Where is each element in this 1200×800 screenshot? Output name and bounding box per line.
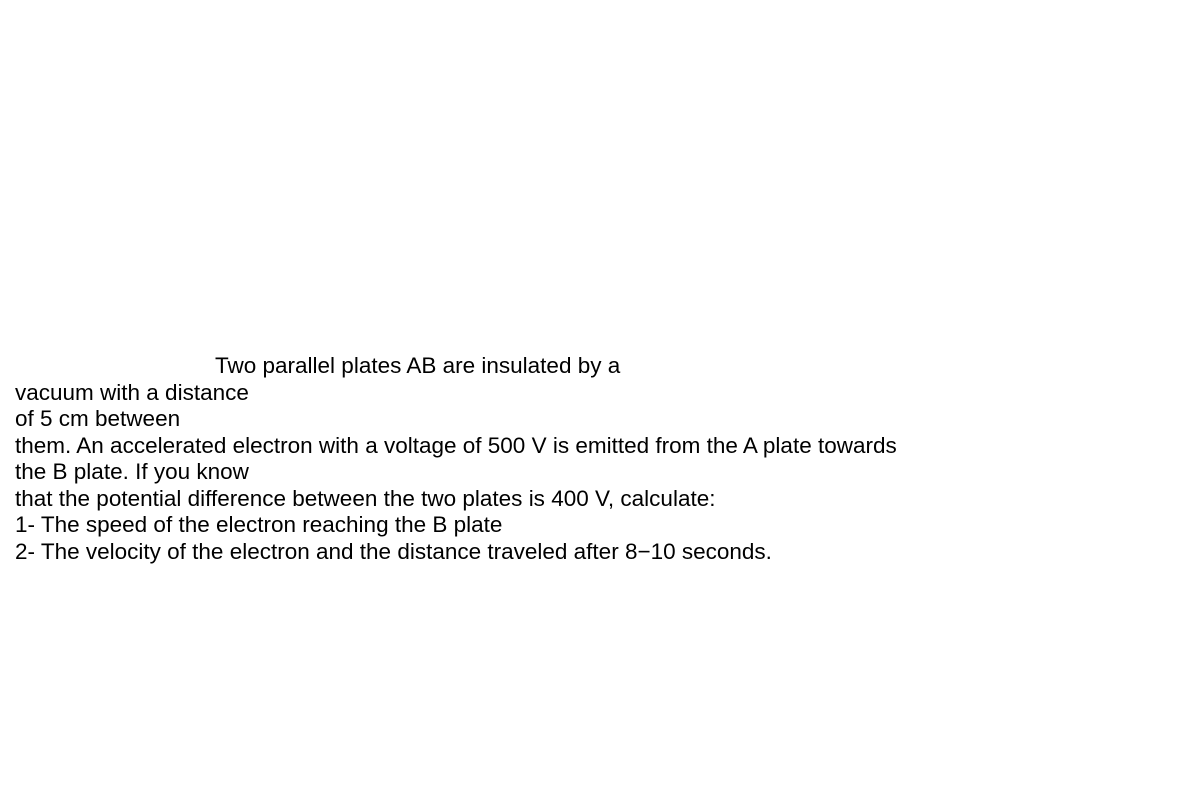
text-line-6: that the potential difference between th… — [15, 486, 1185, 513]
problem-text: Two parallel plates AB are insulated by … — [15, 353, 1185, 565]
text-line-7: 1- The speed of the electron reaching th… — [15, 512, 1185, 539]
text-line-3: of 5 cm between — [15, 406, 1185, 433]
text-line-5: the B plate. If you know — [15, 459, 1185, 486]
text-line-1: Two parallel plates AB are insulated by … — [15, 353, 1185, 380]
text-line-2: vacuum with a distance — [15, 380, 1185, 407]
text-line-8: 2- The velocity of the electron and the … — [15, 539, 1185, 566]
text-line-4: them. An accelerated electron with a vol… — [15, 433, 1185, 460]
